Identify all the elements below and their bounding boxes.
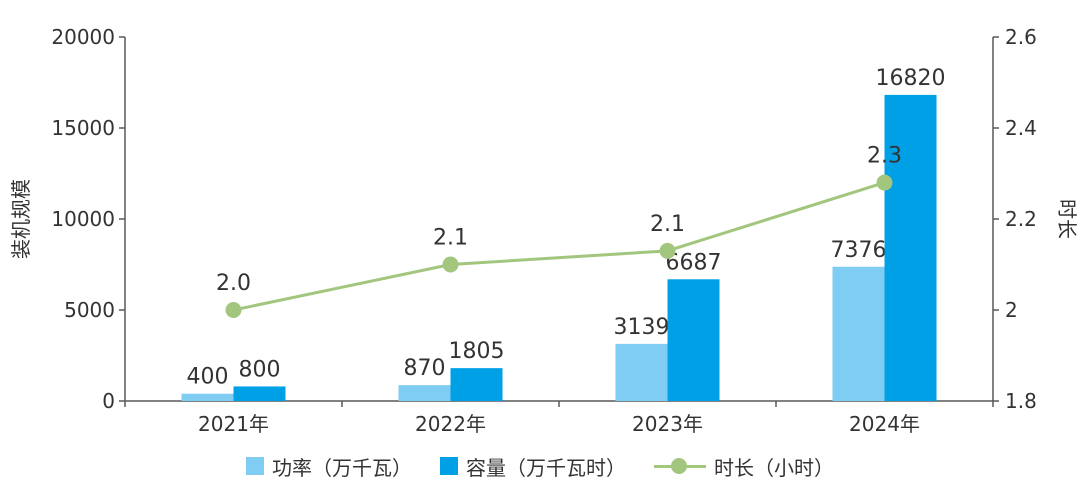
bar-capacity — [884, 94, 937, 401]
right-tick-label: 2.6 — [1005, 25, 1037, 49]
legend-swatch-duration — [654, 457, 706, 475]
left-tick-label: 0 — [102, 389, 115, 413]
legend: 功率（万千瓦） 容量（万千瓦时） 时长（小时） — [0, 446, 1080, 486]
duration-point — [225, 302, 242, 318]
bar-power — [615, 343, 668, 401]
bar-capacity — [667, 279, 720, 401]
data-label-capacity: 6687 — [666, 250, 722, 275]
data-label-capacity: 16820 — [876, 66, 946, 91]
duration-point — [659, 242, 676, 259]
right-tick-label: 1.8 — [1005, 389, 1037, 413]
legend-item-power: 功率（万千瓦） — [246, 452, 412, 481]
duration-line — [233, 181, 885, 312]
left-tick-label: 5000 — [64, 298, 115, 322]
right-tick-label: 2.2 — [1005, 207, 1037, 231]
data-label-power: 7376 — [831, 238, 887, 263]
y-axis-title: 装机规模 — [9, 179, 33, 259]
right-tick-label: 2 — [1005, 298, 1018, 322]
data-label-power: 400 — [187, 365, 229, 390]
data-label-capacity: 1805 — [449, 339, 505, 364]
data-label-power: 3139 — [614, 315, 670, 340]
legend-label-power: 功率（万千瓦） — [272, 455, 412, 480]
bar-power — [832, 266, 885, 401]
bar-capacity — [450, 368, 503, 401]
x-tick-label: 2022年 — [415, 412, 486, 436]
chart: 0 5000 10000 15000 20000 1.8 2 2.2 2.4 2.6 2021年 20… — [9, 25, 1079, 436]
bar-power — [181, 393, 234, 401]
left-tick-label: 20000 — [51, 25, 115, 49]
y2-axis-title: 时长 — [1055, 199, 1079, 239]
data-label-power: 870 — [404, 356, 446, 381]
legend-item-capacity: 容量（万千瓦时） — [440, 452, 626, 481]
left-tick-label: 15000 — [51, 116, 115, 140]
bar-power — [398, 385, 451, 401]
duration-point — [876, 174, 893, 191]
x-tick-label: 2024年 — [849, 412, 920, 436]
legend-label-duration: 时长（小时） — [714, 455, 834, 480]
duration-point — [442, 256, 459, 273]
legend-swatch-capacity — [440, 457, 458, 475]
bar-capacity — [233, 386, 286, 401]
legend-swatch-power — [246, 457, 264, 475]
data-label-duration: 2.1 — [433, 226, 468, 251]
legend-label-capacity: 容量（万千瓦时） — [466, 455, 626, 480]
data-label-duration: 2.1 — [650, 212, 685, 237]
x-tick-label: 2021年 — [198, 412, 269, 436]
data-label-duration: 2.0 — [216, 271, 251, 296]
legend-item-duration: 时长（小时） — [654, 452, 834, 481]
right-tick-label: 2.4 — [1005, 116, 1037, 140]
data-label-capacity: 800 — [239, 357, 281, 382]
data-label-duration: 2.3 — [867, 144, 902, 169]
x-tick-label: 2023年 — [632, 412, 703, 436]
left-tick-label: 10000 — [51, 207, 115, 231]
